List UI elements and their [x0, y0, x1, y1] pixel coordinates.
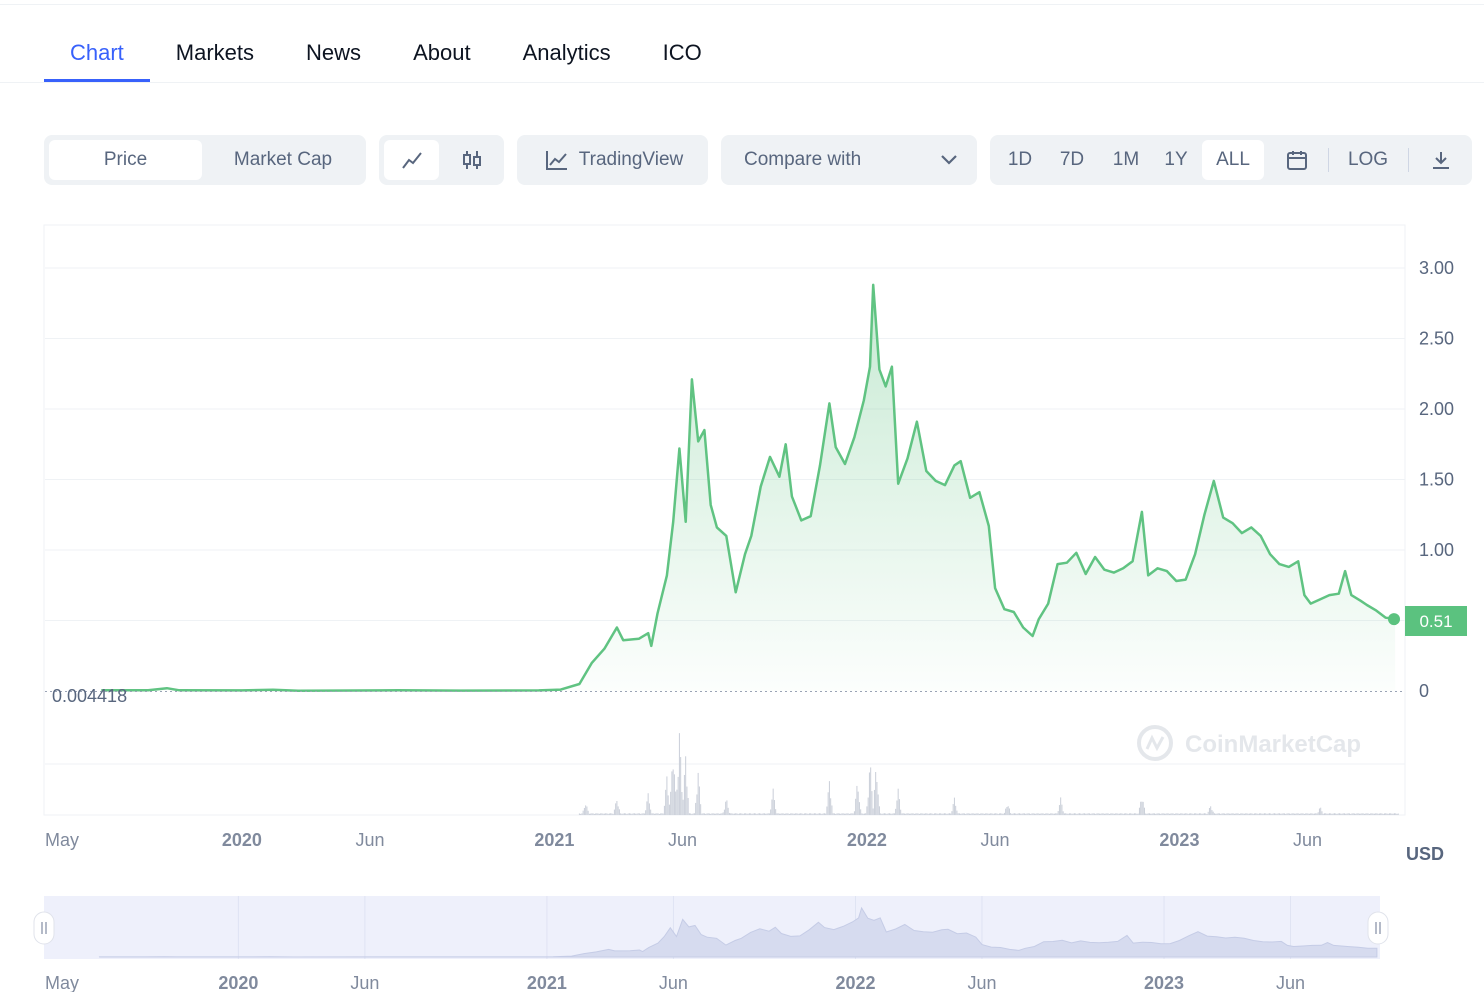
- currency-label: USD: [1406, 844, 1444, 864]
- navigator-x-tick-label: 2020: [218, 973, 258, 992]
- price-area: [101, 284, 1396, 691]
- volume-bars: [578, 733, 1399, 815]
- x-tick-label: Jun: [356, 830, 385, 850]
- y-tick-label: 3.00: [1419, 258, 1454, 278]
- range-1y-button[interactable]: 1Y: [1164, 149, 1188, 170]
- line-chart-button[interactable]: [384, 140, 439, 180]
- tradingview-label: TradingView: [578, 149, 684, 170]
- x-tick-label: Jun: [981, 830, 1010, 850]
- navigator-x-tick-label: 2021: [527, 973, 567, 992]
- range-all-button[interactable]: ALL: [1202, 140, 1264, 180]
- y-axis: 3.00 2.50 2.00 1.50 1.00 0: [1419, 258, 1454, 701]
- navigator-x-tick-label: Jun: [967, 973, 996, 992]
- compare-label: Compare with: [744, 149, 862, 170]
- chart-type-toggle: [379, 135, 504, 185]
- y-tick-label: 1.00: [1419, 540, 1454, 560]
- current-price-label: 0.51: [1419, 612, 1452, 631]
- x-tick-label: 2023: [1159, 830, 1199, 850]
- start-price-label: 0.004418: [52, 686, 127, 706]
- log-button[interactable]: LOG: [1347, 149, 1389, 170]
- navigator-right-handle[interactable]: [1367, 911, 1389, 945]
- tradingview-inner: TradingView: [525, 140, 703, 180]
- tab-markets[interactable]: Markets: [175, 40, 255, 65]
- market-cap-button[interactable]: Market Cap: [233, 149, 333, 170]
- y-tick-label: 2.50: [1419, 329, 1454, 349]
- calendar-button[interactable]: [1274, 140, 1320, 180]
- line-chart-icon: [401, 152, 422, 169]
- chart-line-icon: [545, 151, 567, 170]
- download-button[interactable]: [1418, 140, 1464, 180]
- tab-chart[interactable]: Chart: [44, 30, 150, 82]
- navigator-x-tick-label: 2022: [835, 973, 875, 992]
- price-button[interactable]: Price: [49, 140, 202, 180]
- tab-analytics[interactable]: Analytics: [522, 40, 611, 65]
- y-tick-label: 2.00: [1419, 399, 1454, 419]
- range-7d-button[interactable]: 7D: [1059, 149, 1085, 170]
- coinmarketcap-logo-icon: [1137, 725, 1173, 761]
- handle-left-shape[interactable]: [33, 911, 55, 945]
- logo-mark: [1145, 734, 1165, 752]
- candlestick-button[interactable]: [444, 140, 499, 180]
- x-tick-label: Jun: [1293, 830, 1322, 850]
- tradingview-button[interactable]: TradingView: [517, 135, 708, 185]
- navigator-x-tick-label: Jun: [659, 973, 688, 992]
- range-separator: [1328, 148, 1329, 172]
- navigator-x-tick-label: Jun: [1276, 973, 1305, 992]
- plot-frame: [43, 224, 1406, 816]
- chevron-down-icon: [941, 155, 957, 165]
- range-1d-button[interactable]: 1D: [1007, 149, 1033, 170]
- current-price-dot: [1388, 613, 1400, 626]
- x-tick-label: 2022: [847, 830, 887, 850]
- x-tick-label: 2020: [222, 830, 262, 850]
- y-tick-label: 1.50: [1419, 470, 1454, 490]
- watermark: CoinMarketCap: [1137, 725, 1361, 761]
- navigator-x-tick-label: Jun: [350, 973, 379, 992]
- x-axis: May 2020 Jun 2021 Jun 2022 Jun 2023 Jun: [45, 830, 1322, 850]
- x-tick-label: 2021: [534, 830, 574, 850]
- navigator-left-handle[interactable]: [33, 911, 55, 945]
- top-divider: [0, 4, 1484, 5]
- navigator-area: [98, 906, 1378, 958]
- x-tick-label: Jun: [668, 830, 697, 850]
- log-separator: [1408, 148, 1409, 172]
- navigator-x-tick-label: May: [45, 973, 79, 992]
- y-tick-label: 0: [1419, 681, 1429, 701]
- tab-divider: [0, 82, 1484, 83]
- current-price-badge: [1405, 606, 1467, 636]
- tab-bar: Chart Markets News About Analytics ICO: [44, 30, 728, 82]
- tab-ico[interactable]: ICO: [662, 40, 702, 65]
- handle-right-shape[interactable]: [1367, 911, 1389, 945]
- price-marketcap-toggle: Price Market Cap: [44, 135, 366, 185]
- candlestick-icon: [462, 151, 481, 169]
- navigator-x-tick-label: 2023: [1144, 973, 1184, 992]
- watermark-text: CoinMarketCap: [1185, 731, 1361, 758]
- time-range-group: 1D 7D 1M 1Y ALL LOG: [990, 135, 1472, 185]
- x-tick-label: May: [45, 830, 79, 850]
- download-icon: [1433, 152, 1449, 169]
- range-1m-button[interactable]: 1M: [1112, 149, 1140, 170]
- navigator-x-axis: May 2020 Jun 2021 Jun 2022 Jun 2023 Jun: [45, 973, 1305, 992]
- price-line: [101, 283, 1396, 692]
- calendar-icon: [1287, 151, 1307, 170]
- tab-news[interactable]: News: [306, 40, 362, 65]
- compare-dropdown[interactable]: Compare with: [721, 135, 977, 185]
- tab-about[interactable]: About: [413, 40, 471, 65]
